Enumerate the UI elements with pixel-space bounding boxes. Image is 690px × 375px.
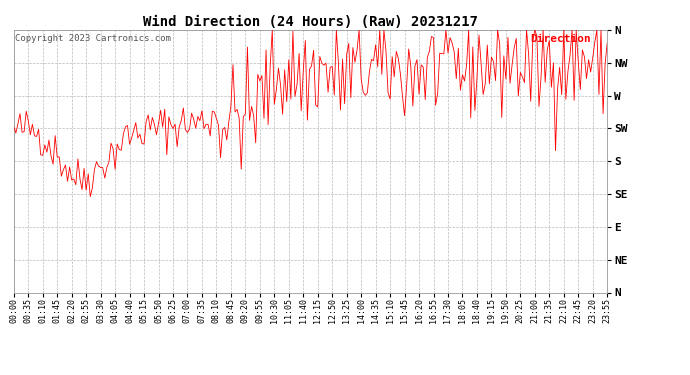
Text: Direction: Direction — [530, 34, 591, 44]
Text: Copyright 2023 Cartronics.com: Copyright 2023 Cartronics.com — [15, 34, 171, 43]
Title: Wind Direction (24 Hours) (Raw) 20231217: Wind Direction (24 Hours) (Raw) 20231217 — [143, 15, 478, 29]
